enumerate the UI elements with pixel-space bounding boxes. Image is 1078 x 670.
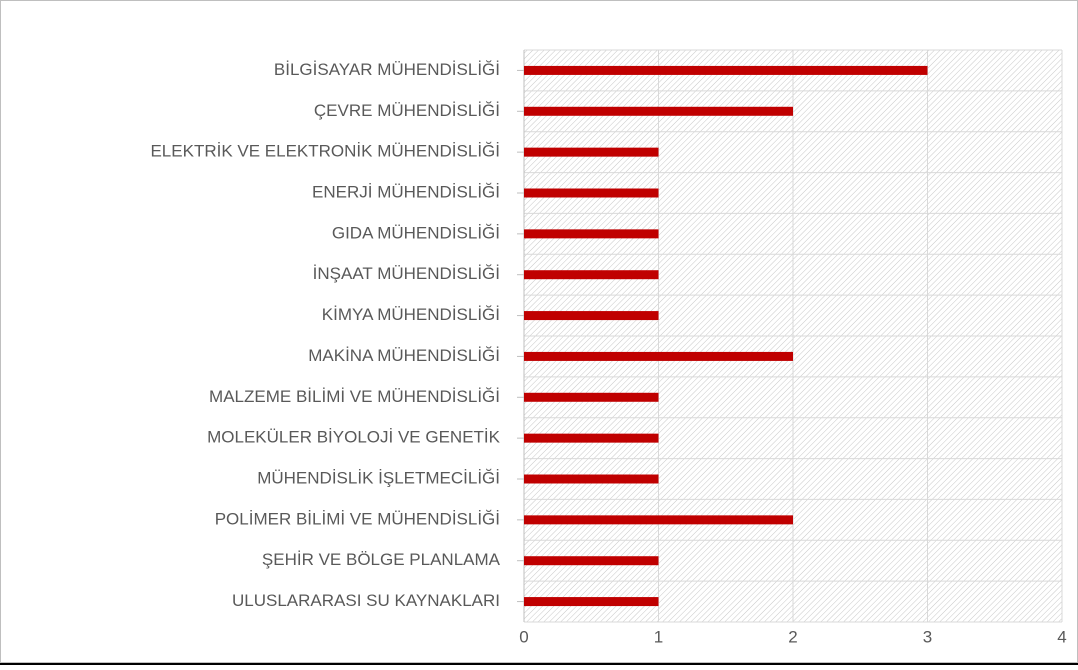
- y-tick-label: ŞEHİR VE BÖLGE PLANLAMA: [262, 550, 501, 569]
- y-tick-label: ENERJİ MÜHENDİSLİĞİ: [312, 182, 500, 201]
- bar: [524, 597, 659, 607]
- bar: [524, 474, 659, 484]
- y-tick-label: MALZEME BİLİMİ VE MÜHENDİSLİĞİ: [209, 387, 500, 406]
- y-tick-label: MOLEKÜLER BİYOLOJİ VE GENETİK: [207, 428, 501, 447]
- bar: [524, 351, 793, 361]
- bar: [524, 106, 793, 116]
- bar: [524, 188, 659, 198]
- bar: [524, 147, 659, 157]
- y-tick-label: ÇEVRE MÜHENDİSLİĞİ: [314, 101, 500, 120]
- x-tick-label: 4: [1057, 627, 1066, 646]
- bar: [524, 65, 928, 75]
- x-tick-label: 0: [519, 627, 528, 646]
- x-tick-label: 1: [654, 627, 663, 646]
- y-tick-label: MÜHENDİSLİK İŞLETMECİLİĞİ: [257, 468, 500, 487]
- bar: [524, 270, 659, 280]
- bar: [524, 556, 659, 566]
- y-tick-label: POLİMER BİLİMİ VE MÜHENDİSLİĞİ: [215, 509, 500, 528]
- x-tick-label: 3: [923, 627, 932, 646]
- y-tick-label: GIDA MÜHENDİSLİĞİ: [332, 223, 500, 242]
- bar: [524, 311, 659, 321]
- bar: [524, 515, 793, 525]
- y-tick-label: İNŞAAT MÜHENDİSLİĞİ: [313, 264, 500, 283]
- bar: [524, 433, 659, 443]
- y-tick-label: KİMYA MÜHENDİSLİĞİ: [322, 305, 500, 324]
- y-tick-label: BİLGİSAYAR MÜHENDİSLİĞİ: [274, 60, 500, 79]
- x-tick-label: 2: [788, 627, 797, 646]
- y-tick-label: ULUSLARARASI SU KAYNAKLARI: [232, 591, 500, 610]
- y-tick-label: ELEKTRİK VE ELEKTRONİK MÜHENDİSLİĞİ: [150, 142, 500, 161]
- y-tick-label: MAKİNA MÜHENDİSLİĞİ: [308, 346, 500, 365]
- bar: [524, 229, 659, 239]
- bar: [524, 392, 659, 402]
